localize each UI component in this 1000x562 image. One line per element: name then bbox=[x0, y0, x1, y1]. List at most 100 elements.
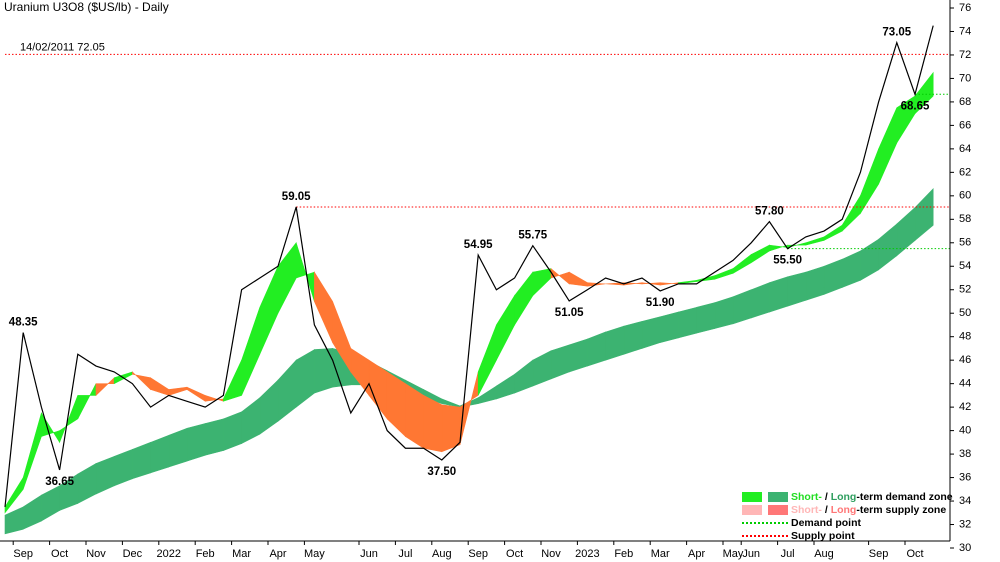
short-band bbox=[568, 271, 588, 287]
x-tick-label: 2023 bbox=[575, 548, 599, 560]
long-band bbox=[4, 506, 24, 535]
long-band bbox=[41, 485, 60, 522]
x-tick-label: Jun bbox=[360, 548, 378, 560]
legend-part: Short- bbox=[791, 504, 822, 516]
long-band bbox=[914, 188, 934, 242]
x-tick-label: May bbox=[304, 548, 325, 560]
long-band bbox=[168, 427, 188, 468]
short-band bbox=[769, 244, 788, 252]
legend-label: Short- / Long-term supply zone bbox=[791, 504, 946, 516]
long-band bbox=[732, 289, 752, 325]
legend-part: Short- bbox=[791, 491, 822, 503]
short-band bbox=[496, 294, 515, 361]
y-tick-label: 54 bbox=[959, 260, 971, 272]
y-tick-label: 64 bbox=[959, 143, 971, 155]
legend-part: Demand point bbox=[791, 517, 862, 529]
short-band bbox=[59, 395, 79, 443]
legend-swatch bbox=[742, 492, 762, 502]
short-band bbox=[186, 386, 206, 402]
long-band bbox=[714, 296, 734, 329]
x-tick-label: Jun bbox=[742, 548, 760, 560]
legend-part: Supply point bbox=[791, 530, 855, 542]
short-band bbox=[259, 266, 279, 355]
x-tick-label: Feb bbox=[614, 548, 633, 560]
legend-part: / bbox=[822, 491, 831, 503]
x-tick-label: Jul bbox=[398, 548, 412, 560]
legend-swatch bbox=[768, 492, 788, 502]
long-band bbox=[769, 276, 788, 313]
long-band bbox=[568, 338, 588, 373]
value-label: 73.05 bbox=[882, 27, 911, 39]
x-tick-label: May bbox=[723, 548, 744, 560]
long-band bbox=[532, 350, 552, 387]
short-band bbox=[168, 386, 188, 396]
x-tick-label: Apr bbox=[269, 548, 286, 560]
y-tick-label: 46 bbox=[959, 354, 971, 366]
x-tick-label: Aug bbox=[814, 548, 834, 560]
long-band bbox=[823, 258, 843, 295]
short-band bbox=[405, 383, 424, 449]
legend-part: / bbox=[822, 504, 831, 516]
long-band bbox=[223, 411, 242, 452]
long-band bbox=[896, 206, 916, 257]
legend-label: Short- / Long-term demand zone bbox=[791, 491, 953, 503]
value-label: 51.05 bbox=[555, 307, 584, 319]
x-tick-label: Feb bbox=[196, 548, 215, 560]
y-tick-label: 72 bbox=[959, 49, 971, 61]
short-band bbox=[514, 271, 534, 327]
long-band bbox=[750, 282, 770, 319]
x-tick-label: Mar bbox=[232, 548, 251, 560]
long-band bbox=[113, 448, 133, 487]
long-band bbox=[860, 238, 879, 281]
legend-part: -term demand zone bbox=[856, 491, 952, 503]
long-band bbox=[659, 311, 679, 343]
y-tick-label: 30 bbox=[959, 542, 971, 554]
y-tick-label: 62 bbox=[959, 166, 971, 178]
short-band bbox=[22, 412, 42, 490]
y-tick-label: 76 bbox=[959, 2, 971, 14]
y-tick-label: 56 bbox=[959, 237, 971, 249]
x-tick-label: Sep bbox=[468, 548, 488, 560]
long-band bbox=[277, 359, 297, 422]
x-tick-label: Sep bbox=[869, 548, 889, 560]
legend-part: -term supply zone bbox=[856, 504, 946, 516]
short-band bbox=[150, 377, 170, 396]
y-tick-label: 58 bbox=[959, 213, 971, 225]
long-band bbox=[22, 494, 42, 530]
short-band bbox=[805, 236, 825, 246]
y-tick-label: 48 bbox=[959, 331, 971, 343]
long-band bbox=[696, 302, 716, 334]
long-band bbox=[550, 344, 570, 380]
y-tick-label: 42 bbox=[959, 401, 971, 413]
y-tick-label: 66 bbox=[959, 119, 971, 131]
y-tick-label: 74 bbox=[959, 25, 971, 37]
y-tick-label: 50 bbox=[959, 307, 971, 319]
y-tick-label: 40 bbox=[959, 425, 971, 437]
x-tick-label: Oct bbox=[51, 548, 68, 560]
x-tick-label: Aug bbox=[432, 548, 452, 560]
x-tick-label: Oct bbox=[506, 548, 523, 560]
x-tick-label: Apr bbox=[688, 548, 705, 560]
y-tick-label: 44 bbox=[959, 378, 971, 390]
legend-part: Long bbox=[831, 491, 857, 503]
value-label: 36.65 bbox=[45, 476, 74, 488]
legend-label: Demand point bbox=[791, 517, 862, 529]
short-band bbox=[241, 307, 261, 396]
value-label: 54.95 bbox=[464, 239, 493, 251]
short-band bbox=[750, 244, 770, 264]
long-band bbox=[241, 397, 261, 445]
short-band bbox=[914, 71, 934, 115]
long-band bbox=[259, 379, 279, 435]
x-tick-label: Nov bbox=[86, 548, 106, 560]
y-tick-label: 38 bbox=[959, 448, 971, 460]
long-band bbox=[204, 418, 224, 456]
short-band bbox=[423, 394, 443, 453]
long-band bbox=[496, 373, 515, 400]
x-tick-label: Nov bbox=[541, 548, 561, 560]
y-tick-label: 52 bbox=[959, 284, 971, 296]
long-band bbox=[605, 325, 625, 361]
long-band bbox=[641, 316, 661, 349]
price-line bbox=[4, 25, 934, 507]
long-band bbox=[132, 441, 151, 480]
